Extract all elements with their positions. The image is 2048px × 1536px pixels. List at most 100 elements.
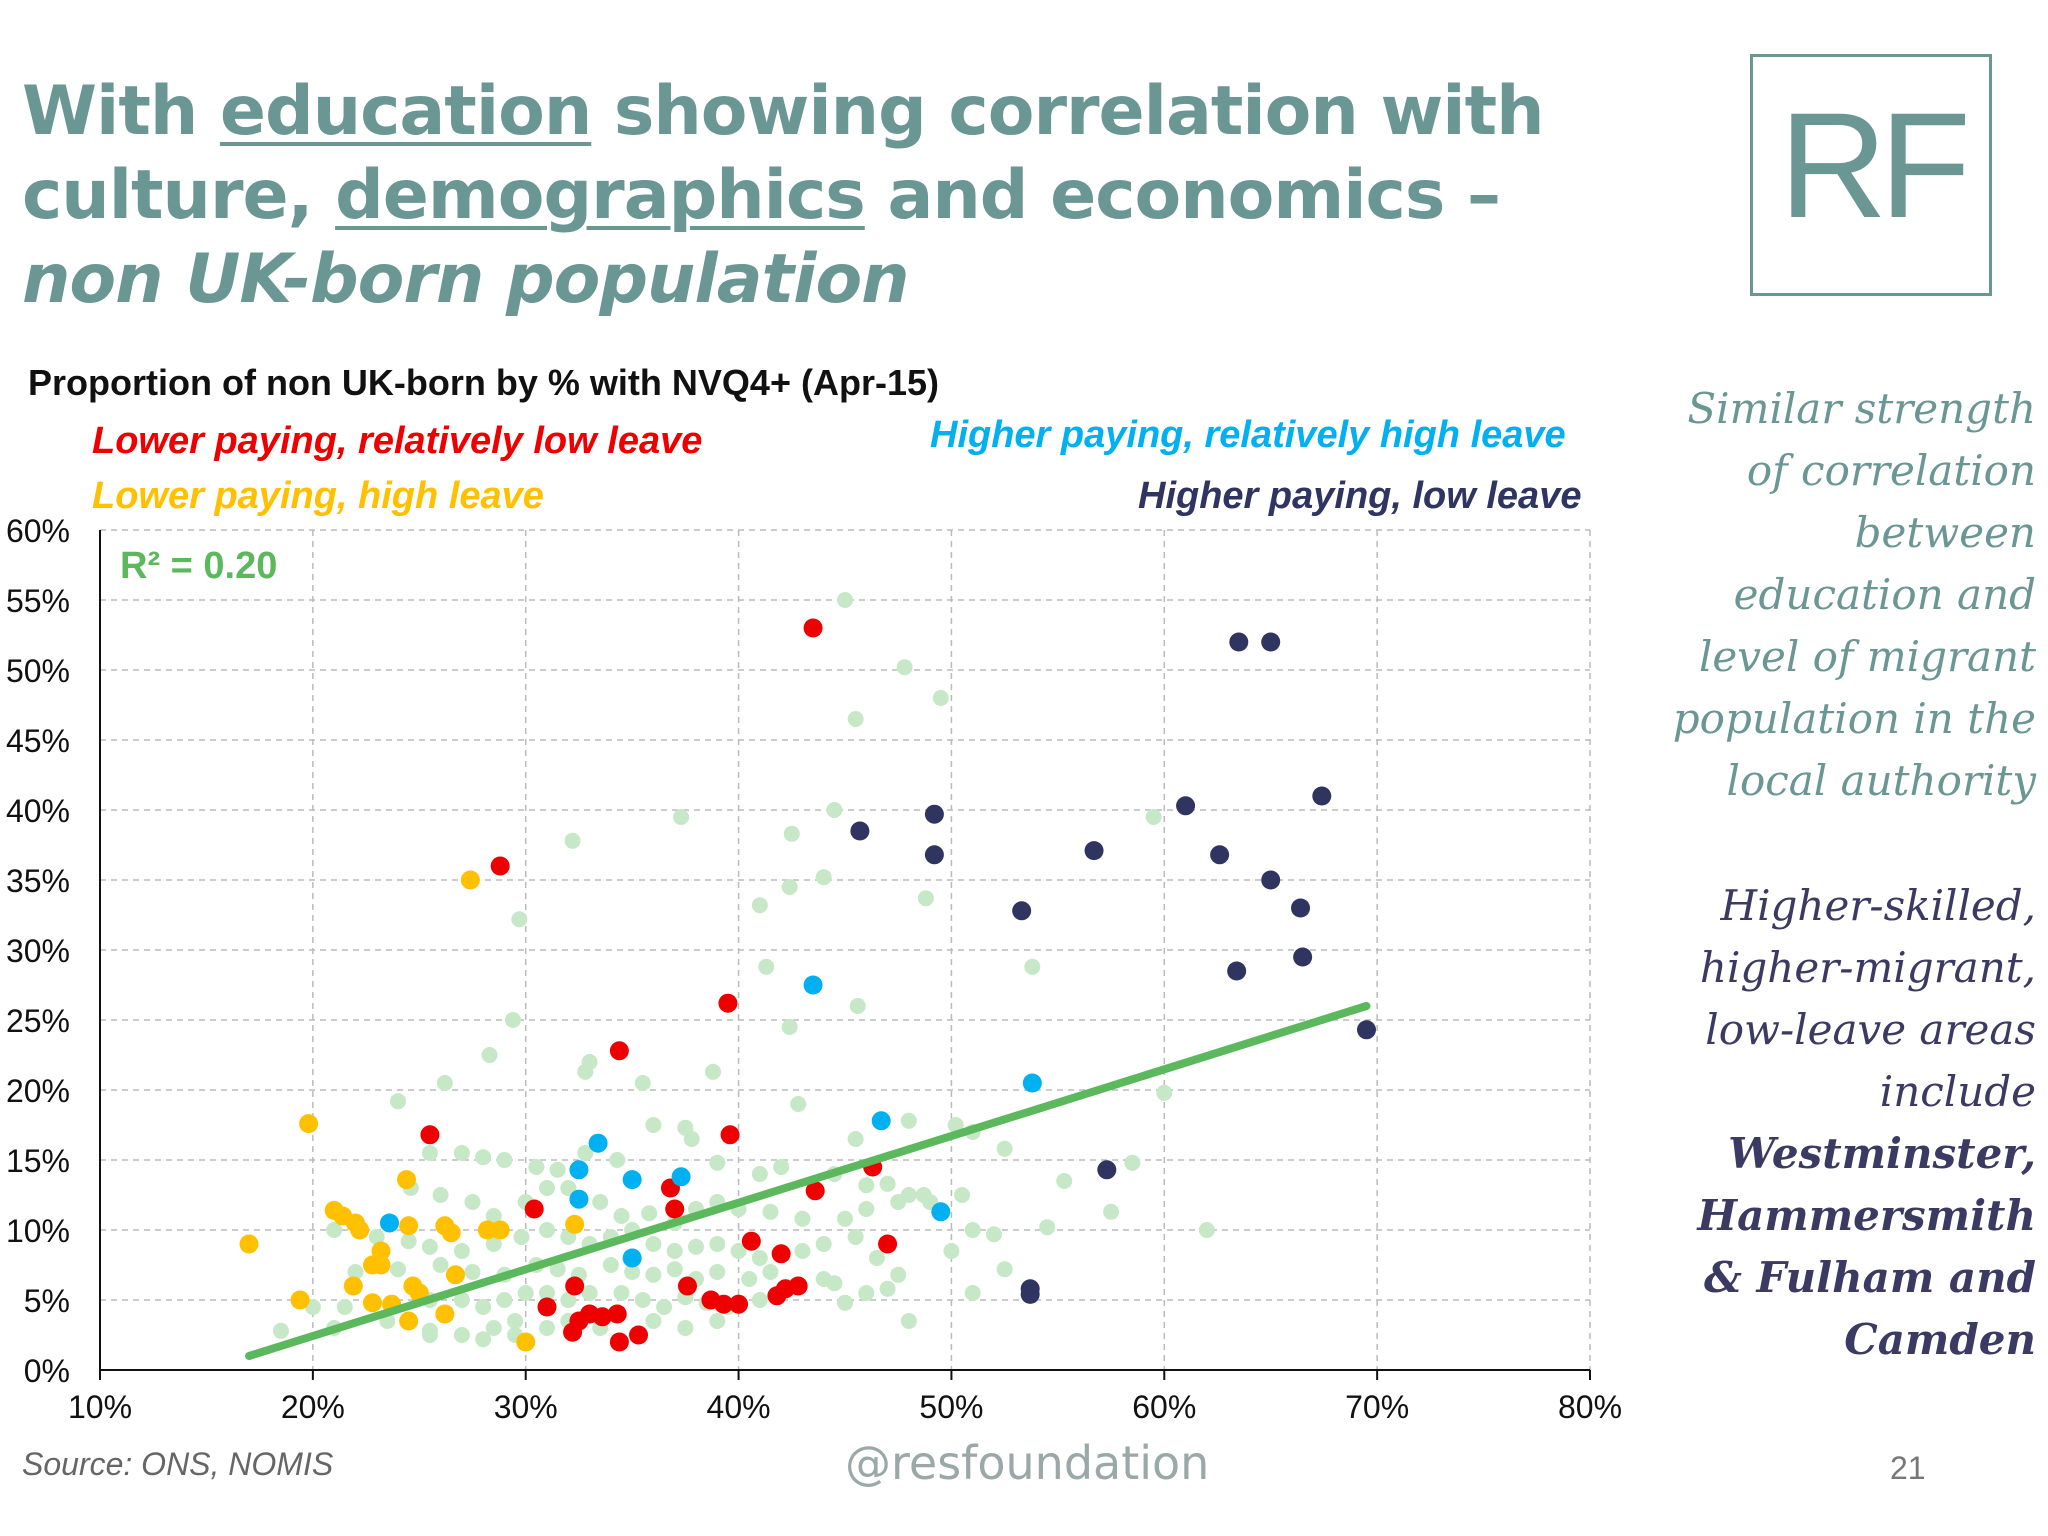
scatter-point	[656, 1299, 673, 1315]
y-tick-label: 40%	[6, 793, 70, 829]
scatter-point	[588, 1133, 608, 1153]
scatter-point	[688, 1238, 704, 1255]
scatter-point	[609, 1041, 629, 1061]
scatter-point	[581, 1054, 598, 1070]
side-note-areas-intro: Higher-skilled, higher-migrant, low-leav…	[1699, 881, 2036, 1116]
scatter-point	[947, 1117, 964, 1133]
scatter-point	[751, 1250, 768, 1266]
x-tick-label: 40%	[707, 1389, 771, 1425]
scatter-point	[343, 1276, 363, 1296]
scatter-point	[986, 1226, 1002, 1243]
scatter-point	[421, 1327, 438, 1343]
chart-points	[239, 592, 1376, 1352]
scatter-point	[475, 1331, 492, 1348]
scatter-point	[299, 1114, 319, 1134]
scatter-point	[1261, 870, 1281, 890]
scatter-point	[613, 1208, 630, 1224]
x-tick-label: 10%	[68, 1389, 132, 1425]
scatter-point	[511, 911, 528, 928]
scatter-point	[709, 1264, 726, 1280]
scatter-point	[560, 1180, 577, 1196]
y-tick-label: 0%	[24, 1353, 70, 1389]
scatter-point	[762, 1203, 779, 1220]
scatter-point	[371, 1255, 391, 1275]
scatter-point	[714, 1294, 734, 1314]
scatter-point	[858, 1201, 875, 1217]
scatter-point	[767, 1286, 787, 1306]
scatter-point	[602, 1257, 619, 1273]
scatter-point	[645, 1313, 662, 1329]
scatter-point	[464, 1194, 481, 1210]
scatter-point	[954, 1187, 971, 1203]
source-note: Source: ONS, NOMIS	[22, 1446, 334, 1482]
scatter-point	[847, 1229, 864, 1245]
scatter-point	[400, 1233, 417, 1250]
scatter-point	[368, 1229, 385, 1245]
scatter-point	[435, 1304, 455, 1324]
scatter-point	[1039, 1219, 1056, 1236]
scatter-point	[485, 1236, 502, 1252]
scatter-point	[609, 1332, 629, 1352]
scatter-point	[924, 804, 944, 824]
scatter-point	[516, 1332, 536, 1352]
scatter-point	[453, 1327, 470, 1343]
scatter-point	[1020, 1284, 1040, 1304]
scatter-point	[481, 1047, 498, 1063]
scatter-point	[996, 1261, 1013, 1278]
scatter-point	[917, 890, 934, 907]
scatter-point	[879, 1280, 896, 1297]
scatter-point	[485, 1320, 502, 1336]
y-tick-label: 30%	[6, 933, 70, 969]
scatter-point	[805, 1181, 825, 1201]
scatter-point	[1227, 961, 1247, 981]
scatter-point	[565, 1214, 585, 1234]
title-italic: non UK-born population	[22, 240, 910, 319]
y-tick-label: 35%	[6, 863, 70, 899]
scatter-point	[1022, 1073, 1042, 1093]
x-tick-label: 70%	[1345, 1389, 1409, 1425]
scatter-point	[964, 1285, 981, 1301]
y-tick-label: 60%	[6, 513, 70, 549]
scatter-point	[790, 1096, 807, 1112]
scatter-point	[718, 993, 738, 1013]
scatter-point	[890, 1194, 907, 1210]
x-tick-label: 20%	[281, 1389, 345, 1425]
y-tick-label: 10%	[6, 1213, 70, 1249]
scatter-point	[326, 1222, 343, 1238]
scatter-point	[1145, 809, 1162, 825]
scatter-point	[560, 1292, 577, 1308]
legend-higher-high-leave: Higher paying, relatively high leave	[930, 414, 1566, 456]
scatter-point	[771, 1244, 791, 1264]
scatter-point	[379, 1213, 399, 1233]
scatter-point	[634, 1075, 651, 1091]
scatter-point	[720, 1125, 740, 1145]
scatter-point	[890, 1266, 907, 1283]
y-tick-label: 25%	[6, 1003, 70, 1039]
scatter-point	[432, 1257, 449, 1273]
scatter-point	[1291, 898, 1311, 918]
scatter-point	[665, 1199, 685, 1219]
scatter-point	[677, 1320, 694, 1336]
scatter-point	[421, 1238, 438, 1255]
side-note-areas: Higher-skilled, higher-migrant, low-leav…	[1660, 875, 2036, 1371]
scatter-point	[453, 1145, 470, 1161]
scatter-point	[762, 1264, 779, 1280]
scatter-point	[622, 1248, 642, 1268]
legend-higher-low-leave: Higher paying, low leave	[1138, 475, 1582, 517]
scatter-chart: 0% 5% 10% 15% 20% 25% 30% 35% 40% 45% 50% 55% 60% 10%…	[6, 513, 1622, 1425]
x-tick-label: 60%	[1132, 1389, 1196, 1425]
scatter-point	[730, 1243, 747, 1259]
legend-lower-low-leave: Lower paying, relatively low leave	[92, 420, 703, 462]
scatter-point	[849, 998, 866, 1014]
scatter-point	[453, 1292, 470, 1308]
scatter-point	[496, 1152, 513, 1168]
scatter-point	[441, 1223, 461, 1243]
scatter-point	[390, 1261, 406, 1278]
scatter-point	[1084, 841, 1104, 861]
scatter-point	[709, 1313, 726, 1329]
scatter-point	[709, 1236, 726, 1252]
scatter-point	[1156, 1084, 1173, 1101]
scatter-point	[871, 1111, 891, 1131]
scatter-point	[751, 1166, 768, 1182]
scatter-point	[803, 975, 823, 995]
